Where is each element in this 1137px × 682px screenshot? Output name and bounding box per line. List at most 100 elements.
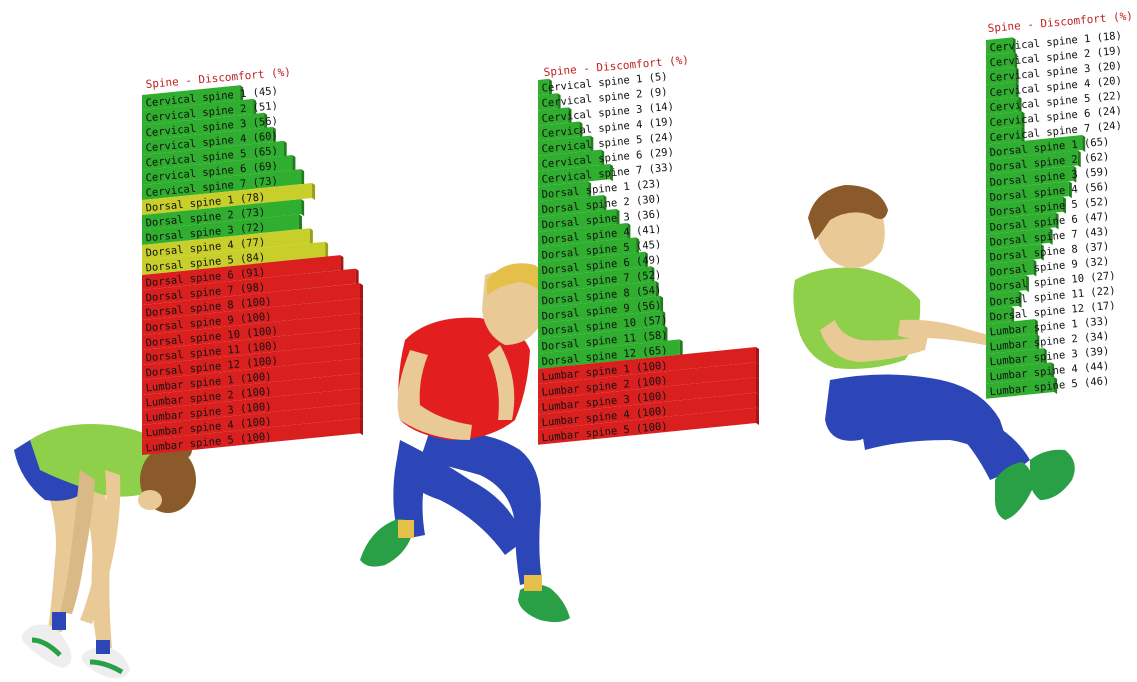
bar-side bbox=[312, 182, 316, 200]
bar bbox=[538, 121, 580, 141]
mannequin-seated bbox=[793, 185, 1075, 520]
bar-side bbox=[298, 214, 302, 232]
bar-side bbox=[360, 283, 363, 301]
bar bbox=[538, 135, 591, 156]
bar bbox=[986, 306, 1012, 325]
bar bbox=[986, 319, 1035, 339]
bar-side bbox=[283, 140, 287, 158]
bar bbox=[538, 347, 756, 384]
bar bbox=[142, 403, 360, 440]
bar-side bbox=[360, 418, 363, 436]
bar-side bbox=[253, 98, 257, 116]
bar-side bbox=[1014, 52, 1018, 70]
bar-side bbox=[360, 358, 363, 376]
bar bbox=[538, 407, 756, 445]
bar bbox=[986, 66, 1016, 85]
bar-side bbox=[355, 268, 359, 286]
bar-side bbox=[756, 392, 759, 410]
bar bbox=[538, 195, 604, 217]
bar-side bbox=[1051, 362, 1055, 380]
bar-side bbox=[360, 373, 363, 391]
bar-side bbox=[756, 362, 759, 380]
bar-side bbox=[1049, 227, 1053, 245]
bar bbox=[986, 165, 1074, 190]
bar-side bbox=[1077, 150, 1081, 168]
bar-side bbox=[340, 255, 344, 273]
bar-side bbox=[1034, 319, 1038, 337]
bar-side bbox=[360, 343, 363, 361]
bar-side bbox=[360, 298, 363, 316]
bar-side bbox=[1068, 181, 1072, 199]
bar-side bbox=[651, 266, 655, 284]
bar-side bbox=[679, 339, 683, 357]
bar bbox=[538, 251, 645, 278]
bar bbox=[142, 268, 356, 305]
bar bbox=[538, 149, 602, 172]
bar bbox=[986, 37, 1013, 55]
bar-side bbox=[664, 325, 668, 343]
bar bbox=[538, 164, 610, 187]
bar-side bbox=[756, 347, 759, 365]
bar-side bbox=[1015, 81, 1019, 99]
bar bbox=[142, 154, 293, 185]
mannequin-kneeling bbox=[360, 263, 570, 623]
bar bbox=[142, 199, 302, 230]
bar bbox=[538, 181, 589, 202]
bar-side bbox=[309, 228, 313, 246]
bar bbox=[986, 333, 1037, 354]
bar bbox=[986, 52, 1015, 70]
bar bbox=[986, 243, 1041, 265]
bar bbox=[142, 214, 299, 245]
bar-side bbox=[1073, 165, 1077, 183]
bar bbox=[142, 169, 302, 200]
bar bbox=[986, 181, 1069, 205]
bar bbox=[142, 98, 254, 125]
spine-chart-2: Spine - Discomfort (%)Cervical spine 1 (… bbox=[538, 53, 759, 445]
bar-side bbox=[636, 237, 640, 255]
bar bbox=[538, 377, 756, 415]
bar bbox=[986, 362, 1052, 384]
bar bbox=[142, 255, 341, 290]
bar bbox=[142, 228, 310, 260]
bar bbox=[142, 283, 360, 320]
bar bbox=[986, 377, 1055, 399]
bar-side bbox=[579, 121, 583, 139]
bar-side bbox=[662, 310, 666, 328]
bar bbox=[142, 126, 273, 155]
bar bbox=[538, 223, 628, 248]
bar-side bbox=[360, 313, 363, 331]
bar-side bbox=[240, 85, 244, 103]
bar bbox=[142, 241, 326, 275]
bar bbox=[986, 126, 1022, 145]
bar-side bbox=[644, 251, 648, 269]
bar bbox=[538, 78, 549, 96]
spine-chart-3: Spine - Discomfort (%)Cervical spine 1 (… bbox=[986, 9, 1133, 399]
bar bbox=[142, 298, 360, 335]
bar bbox=[142, 328, 360, 365]
bar bbox=[538, 392, 756, 430]
bar bbox=[986, 111, 1022, 130]
bar-side bbox=[325, 241, 329, 259]
bar bbox=[142, 313, 360, 350]
bar-side bbox=[292, 154, 296, 172]
bar-side bbox=[590, 135, 594, 153]
bar bbox=[986, 227, 1050, 250]
bar-side bbox=[1021, 126, 1025, 144]
bar-side bbox=[1018, 290, 1022, 308]
bar-side bbox=[1040, 243, 1044, 261]
bar bbox=[538, 339, 680, 369]
bar bbox=[142, 358, 360, 395]
bar bbox=[986, 196, 1063, 220]
bar-side bbox=[301, 199, 305, 217]
bar bbox=[142, 112, 265, 140]
bar bbox=[986, 150, 1078, 175]
bar bbox=[986, 275, 1026, 295]
bar-side bbox=[1082, 135, 1086, 152]
bar-side bbox=[360, 328, 363, 346]
bar-side bbox=[1036, 333, 1040, 351]
bar bbox=[986, 259, 1034, 280]
bar-side bbox=[1054, 377, 1058, 394]
bar-side bbox=[1025, 275, 1029, 293]
bar-side bbox=[1033, 259, 1037, 277]
